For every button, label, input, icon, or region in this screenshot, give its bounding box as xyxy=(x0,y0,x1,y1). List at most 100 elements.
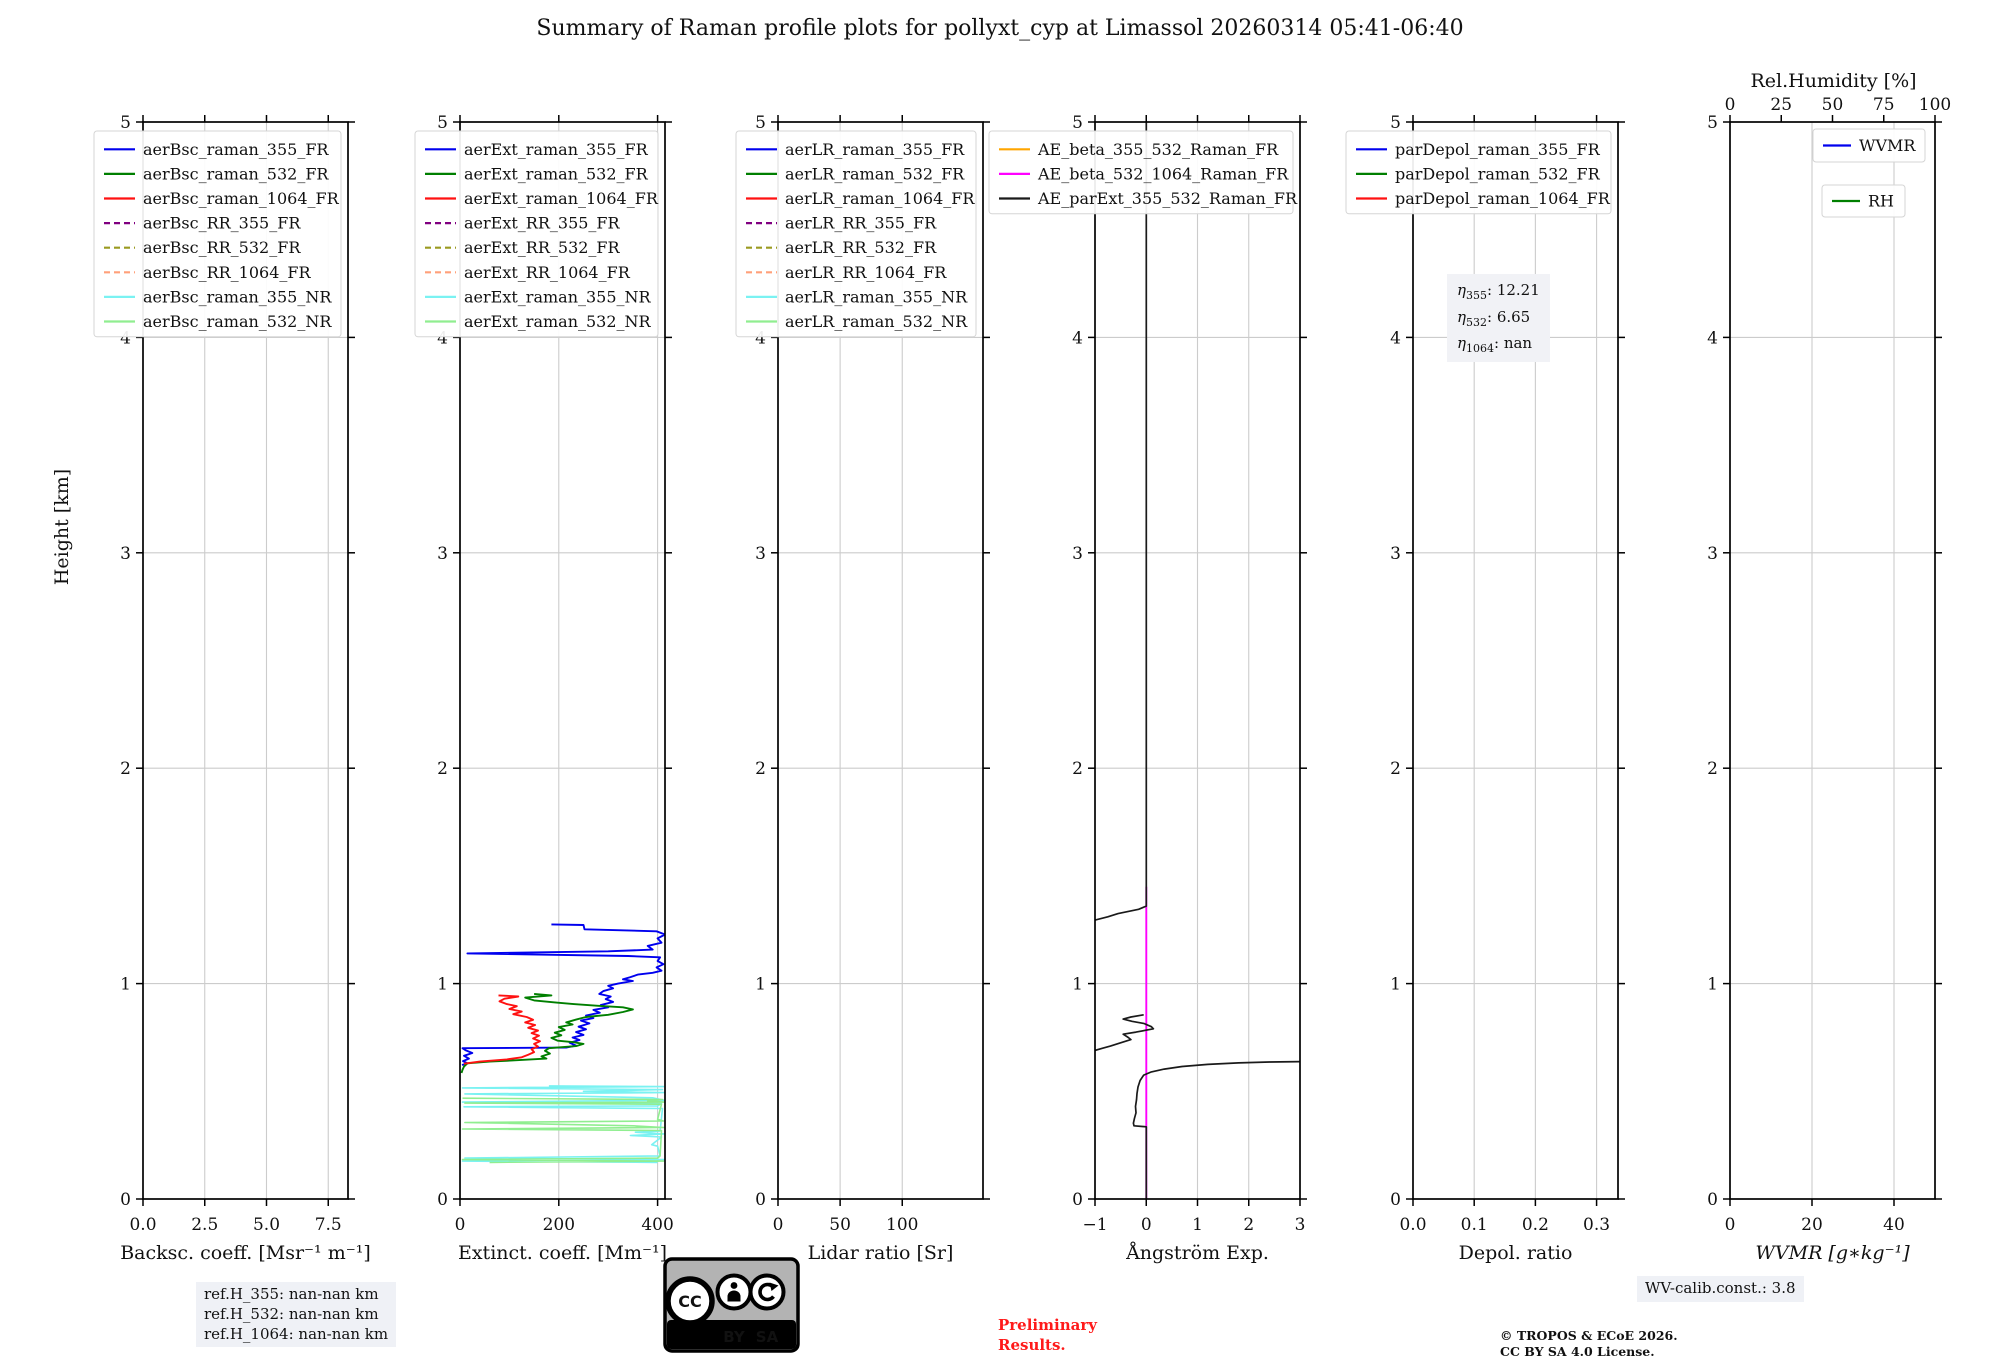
legend-label: AE_parExt_355_532_Raman_FR xyxy=(1037,189,1298,208)
legend-box xyxy=(1345,130,1612,215)
rh-tick-label: 50 xyxy=(1822,95,1844,115)
x-tick-label: 100 xyxy=(886,1215,918,1235)
y-tick-label: 3 xyxy=(120,544,131,564)
share-alike-arrow xyxy=(758,1282,775,1302)
y-tick-label: 4 xyxy=(1707,328,1718,348)
x-axis-label-lidar_ratio: Lidar ratio [Sr] xyxy=(808,1242,954,1264)
legend-box xyxy=(988,130,1294,215)
y-tick-label: 4 xyxy=(755,328,766,348)
panel-extinction xyxy=(459,121,666,1200)
y-tick-label: 5 xyxy=(437,113,448,133)
x-tick-label: 3 xyxy=(1295,1215,1306,1235)
y-tick-label: 5 xyxy=(1390,113,1401,133)
legend-label: aerExt_raman_355_NR xyxy=(464,287,652,306)
cc-icon-label: CC xyxy=(678,1292,701,1311)
legend-label: aerBsc_raman_355_NR xyxy=(143,287,332,306)
y-tick-label: 2 xyxy=(120,759,131,779)
eta-annotation: η355: 12.21 η532: 6.65 η1064: nan xyxy=(1447,274,1550,362)
series-AE_parExt_355_532_Raman_FR xyxy=(1095,122,1148,921)
y-tick-label: 0 xyxy=(437,1190,448,1210)
x-tick-label: 0 xyxy=(1141,1215,1152,1235)
x-tick-label: 2.5 xyxy=(191,1215,218,1235)
y-tick-label: 5 xyxy=(755,113,766,133)
rh-tick-label: 100 xyxy=(1919,95,1951,115)
y-tick-label: 4 xyxy=(1390,328,1401,348)
y-tick-label: 3 xyxy=(437,544,448,564)
refh-532: ref.H_532: nan-nan km xyxy=(204,1304,379,1323)
x-tick-label: 200 xyxy=(543,1215,575,1235)
legend-label: aerExt_RR_1064_FR xyxy=(464,263,631,282)
x-tick-label: 0.3 xyxy=(1583,1215,1610,1235)
legend-label: aerBsc_RR_532_FR xyxy=(143,238,301,257)
refh-355: ref.H_355: nan-nan km xyxy=(204,1285,379,1303)
x-tick-label: 20 xyxy=(1801,1215,1823,1235)
legend-label: aerExt_raman_532_NR xyxy=(464,312,652,331)
sa-label: SA xyxy=(756,1328,779,1346)
legend-label: aerBsc_RR_1064_FR xyxy=(143,263,312,282)
x-axis-label-depol: Depol. ratio xyxy=(1459,1242,1573,1264)
x-tick-label: 0.0 xyxy=(1399,1215,1426,1235)
legend-label: aerLR_raman_532_NR xyxy=(785,312,968,331)
copyright-text: © TROPOS & ECoE 2026. CC BY SA 4.0 Licen… xyxy=(1500,1328,1678,1360)
x-tick-label: 5.0 xyxy=(253,1215,280,1235)
panel-depol xyxy=(1412,121,1619,1200)
legend-box xyxy=(93,130,342,338)
y-tick-label: 3 xyxy=(1072,544,1083,564)
x-axis-label-extinction: Extinct. coeff. [Mm⁻¹] xyxy=(458,1242,667,1264)
x-axis-label-wvmr: WVMR [g∗kg⁻¹] xyxy=(1755,1242,1910,1264)
rh-tick-label: 0 xyxy=(1725,95,1736,115)
figure-title: Summary of Raman profile plots for polly… xyxy=(536,16,1464,41)
y-tick-label: 1 xyxy=(755,975,766,995)
y-tick-label: 4 xyxy=(120,328,131,348)
y-tick-label: 0 xyxy=(120,1190,131,1210)
legend-label: parDepol_raman_355_FR xyxy=(1395,140,1601,159)
y-tick-label: 5 xyxy=(1707,113,1718,133)
legend-label: aerLR_raman_1064_FR xyxy=(785,189,975,208)
x-tick-label: 40 xyxy=(1883,1215,1905,1235)
rh-tick-label: 75 xyxy=(1873,95,1895,115)
legend-label: aerBsc_raman_1064_FR xyxy=(143,189,340,208)
y-tick-label: 1 xyxy=(437,975,448,995)
eta-355-line: η355: 12.21 xyxy=(1457,281,1540,302)
panel-backscatter xyxy=(142,121,349,1200)
x-tick-label: 0.2 xyxy=(1522,1215,1549,1235)
share-alike-icon xyxy=(748,1273,786,1311)
y-tick-label: 1 xyxy=(1707,975,1718,995)
refh-1064: ref.H_1064: nan-nan km xyxy=(204,1324,389,1343)
legend-label: aerLR_raman_355_FR xyxy=(785,140,965,159)
rh-tick-label: 25 xyxy=(1770,95,1792,115)
legend-label: aerBsc_raman_532_NR xyxy=(143,312,332,331)
cc-badge-band xyxy=(667,1320,796,1349)
legend-label: aerBsc_raman_532_FR xyxy=(143,164,329,183)
x-tick-label: 7.5 xyxy=(315,1215,342,1235)
preliminary-results-text: Preliminary Results. xyxy=(998,1316,1097,1354)
by-label: BY xyxy=(723,1328,746,1346)
legend-label: aerLR_raman_532_FR xyxy=(785,164,965,183)
legend-label: parDepol_raman_1064_FR xyxy=(1395,189,1611,208)
y-tick-label: 4 xyxy=(1072,328,1083,348)
y-tick-label: 2 xyxy=(437,759,448,779)
series-AE_parExt_355_532_Raman_FR xyxy=(1132,1060,1300,1199)
y-tick-label: 1 xyxy=(1390,975,1401,995)
cc-license-badge: CC BY SA xyxy=(663,1257,800,1353)
x-axis-label-backscatter: Backsc. coeff. [Msr⁻¹ m⁻¹] xyxy=(120,1242,371,1264)
wv-calib-annotation: WV-calib.const.: 3.8 xyxy=(1637,1276,1804,1302)
legend-label: aerExt_raman_355_FR xyxy=(464,140,649,159)
y-tick-label: 0 xyxy=(1707,1190,1718,1210)
legend-box xyxy=(1821,184,1906,218)
x-tick-label: 0.1 xyxy=(1461,1215,1488,1235)
x-tick-label: 50 xyxy=(829,1215,851,1235)
reference-height-annotation: ref.H_355: nan-nan km ref.H_532: nan-nan… xyxy=(196,1282,397,1348)
y-tick-label: 2 xyxy=(1072,759,1083,779)
y-tick-label: 5 xyxy=(1072,113,1083,133)
legend-label: AE_beta_532_1064_Raman_FR xyxy=(1037,164,1289,183)
cc-icon xyxy=(665,1276,715,1326)
eta-532-line: η532: 6.65 xyxy=(1457,307,1531,329)
panel-wvmr xyxy=(1729,121,1936,1200)
panel-lidar_ratio xyxy=(777,121,984,1200)
legend-box xyxy=(414,130,659,338)
x-axis-label-angstrom: Ångström Exp. xyxy=(1125,1242,1269,1264)
series-aerExt_raman_532_FR xyxy=(460,992,634,1074)
legend-label: aerBsc_RR_355_FR xyxy=(143,214,301,233)
